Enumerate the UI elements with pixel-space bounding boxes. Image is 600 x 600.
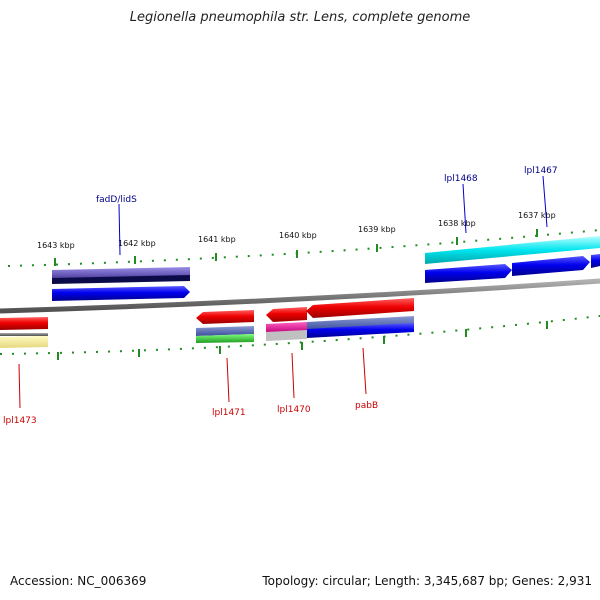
gene-feature[interactable] <box>0 336 48 348</box>
gene-label-lpl1470[interactable]: lpl1470 <box>277 405 311 415</box>
label-leaders <box>18 175 548 409</box>
scale-label: 1643 kbp <box>37 241 75 250</box>
leader-line <box>291 352 295 399</box>
scale-label: 1642 kbp <box>118 239 156 248</box>
gene-feature[interactable] <box>196 326 254 336</box>
gene-label-pabb[interactable]: pabB <box>355 401 378 411</box>
leader-line <box>226 357 230 403</box>
lower-ruler-dots <box>0 315 600 355</box>
map-title: Legionella pneumophila str. Lens, comple… <box>129 10 471 25</box>
reverse-strand-features <box>0 298 414 348</box>
gene-feature[interactable] <box>0 317 48 330</box>
gene-feature[interactable] <box>266 322 307 333</box>
scale-label: 1637 kbp <box>518 211 556 220</box>
lower-ruler <box>0 315 600 360</box>
gene-feature[interactable] <box>52 286 190 301</box>
genome-backbone <box>0 278 600 314</box>
scale-label: 1639 kbp <box>358 225 396 234</box>
gene-label-lpl1473[interactable]: lpl1473 <box>3 416 37 426</box>
scale-label: 1638 kbp <box>438 219 476 228</box>
forward-strand-features <box>52 236 600 301</box>
gene-feature[interactable] <box>307 316 414 330</box>
gene-feature[interactable] <box>196 310 254 324</box>
gene-feature[interactable] <box>306 298 414 318</box>
gene-feature[interactable] <box>591 254 600 268</box>
gene-labels: fadD/lidS lpl1468 lpl1467 lpl1473 lpl147… <box>3 166 558 426</box>
leader-line <box>462 183 467 234</box>
gene-label-fadd-lids[interactable]: fadD/lidS <box>96 195 137 205</box>
leader-line <box>542 175 548 228</box>
gene-feature[interactable] <box>425 264 512 283</box>
leader-line <box>18 363 21 409</box>
upper-ruler: 1643 kbp 1642 kbp 1641 kbp 1640 kbp 1639… <box>7 211 600 267</box>
gene-label-lpl1471[interactable]: lpl1471 <box>212 408 246 418</box>
gene-feature[interactable] <box>307 323 414 338</box>
gene-feature[interactable] <box>196 334 254 343</box>
scale-label: 1640 kbp <box>279 231 317 240</box>
leader-line <box>362 347 367 395</box>
scale-label: 1641 kbp <box>198 235 236 244</box>
gene-label-lpl1468[interactable]: lpl1468 <box>444 174 478 184</box>
gene-feature[interactable] <box>512 256 590 276</box>
gene-feature[interactable] <box>266 330 307 341</box>
gene-feature[interactable] <box>52 275 190 284</box>
leader-line <box>118 203 121 256</box>
gene-feature[interactable] <box>425 236 600 264</box>
gene-feature[interactable] <box>266 307 307 322</box>
gene-feature[interactable] <box>0 333 48 336</box>
genome-stats-text: Topology: circular; Length: 3,345,687 bp… <box>262 574 592 588</box>
accession-text: Accession: NC_006369 <box>10 574 147 588</box>
gene-label-lpl1467[interactable]: lpl1467 <box>524 166 558 176</box>
